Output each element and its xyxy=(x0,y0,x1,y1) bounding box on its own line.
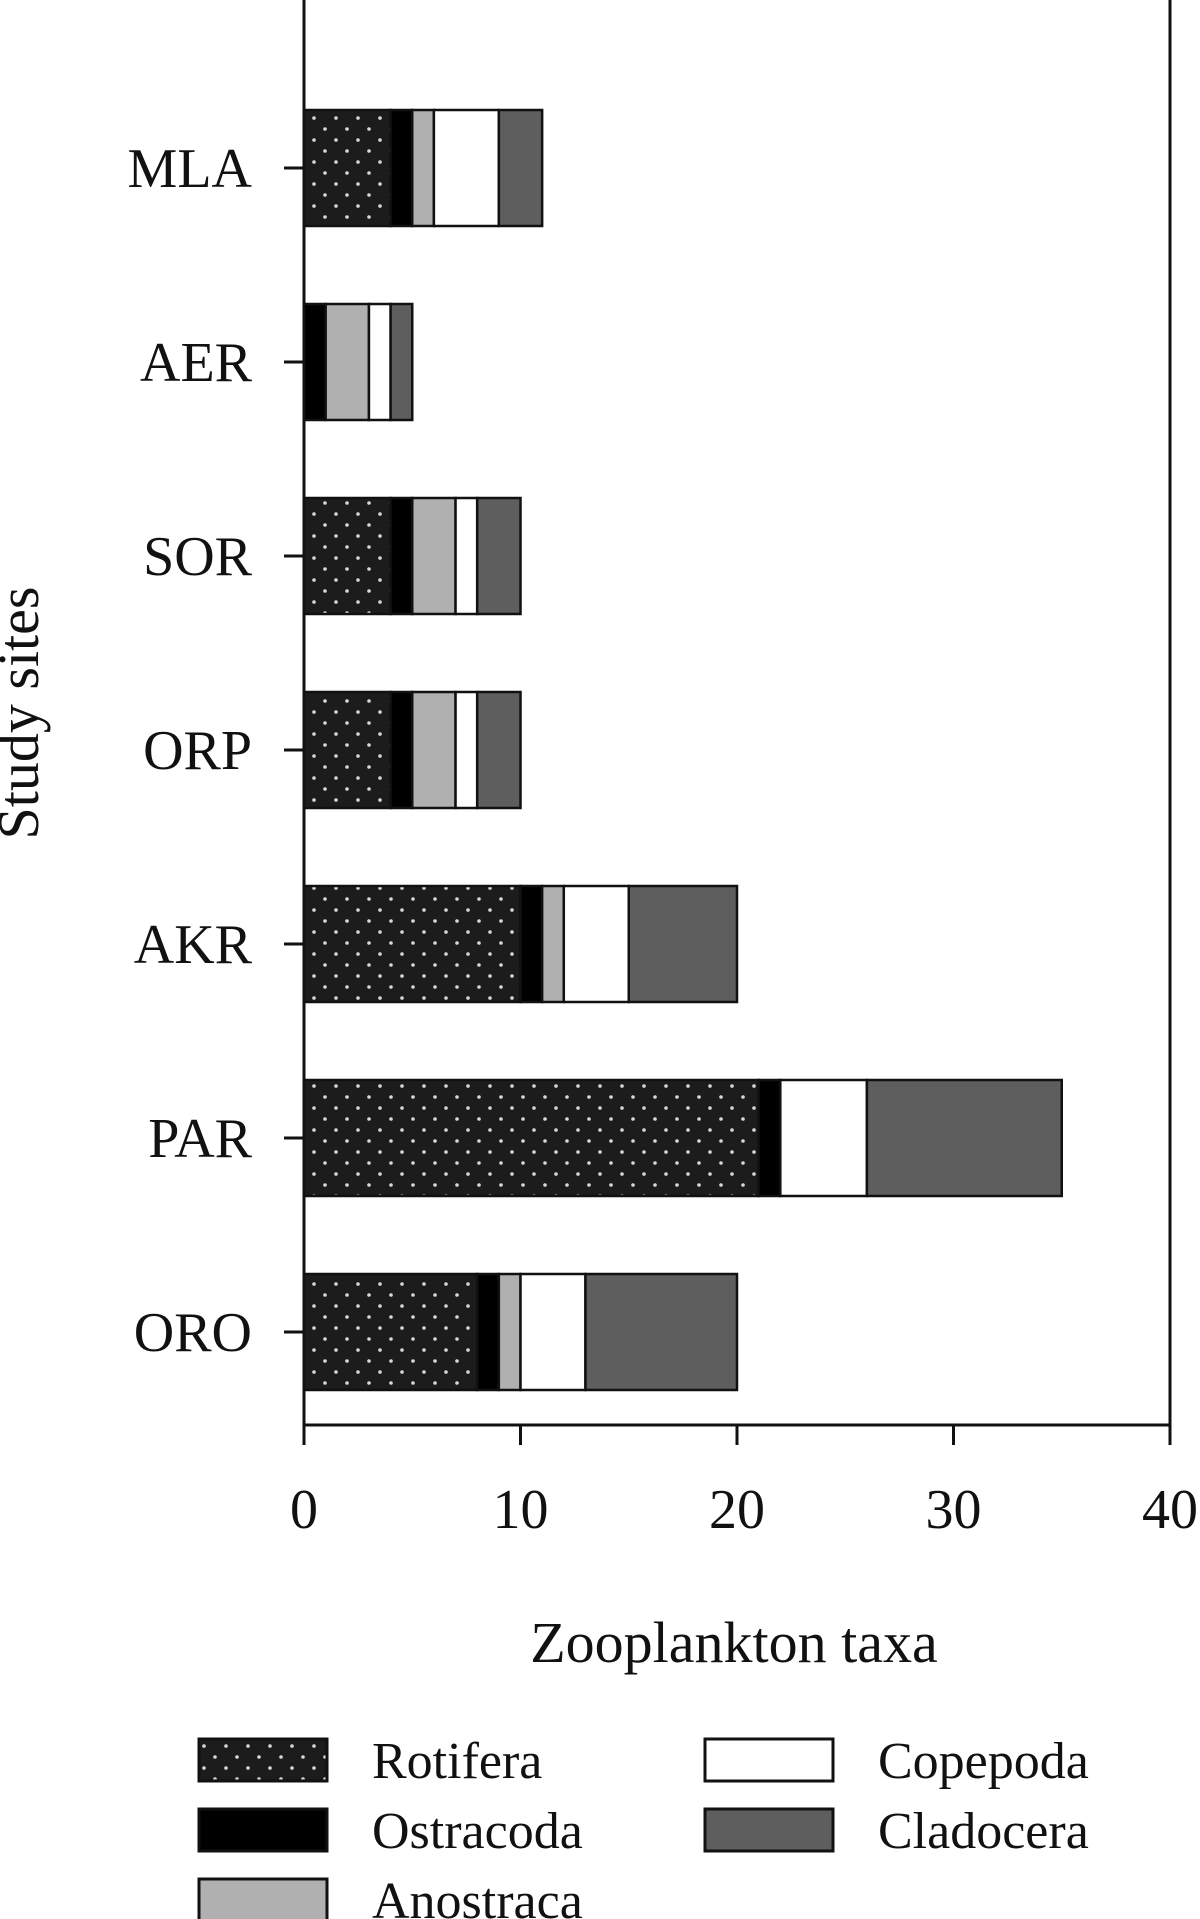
bar-segment-orp-ostracoda xyxy=(389,690,414,810)
x-tick-label-20: 20 xyxy=(709,1479,765,1541)
bar-segment-sor-cladocera xyxy=(475,496,522,616)
bar-segment-mla-copepoda xyxy=(432,108,501,228)
bar-segment-akr-anostraca xyxy=(540,884,566,1004)
bar-segment-mla-ostracoda xyxy=(389,108,414,228)
bars-group xyxy=(302,108,1064,1392)
y-tick-label-par: PAR xyxy=(148,1108,252,1170)
bar-segment-aer-anostraca xyxy=(324,302,371,422)
x-tick-label-0: 0 xyxy=(290,1479,318,1541)
x-tick-label-40: 40 xyxy=(1142,1479,1198,1541)
legend-swatch-copepoda xyxy=(703,1737,835,1783)
x-axis-title: Zooplankton taxa xyxy=(530,1610,938,1675)
bar-segment-orp-cladocera xyxy=(475,690,522,810)
bar-segment-akr-cladocera xyxy=(627,884,739,1004)
legend-swatch-rotifera xyxy=(197,1737,329,1783)
y-tick-label-mla: MLA xyxy=(128,138,253,200)
bar-segment-aer-copepoda xyxy=(367,302,392,422)
legend-swatch-cladocera xyxy=(703,1807,835,1853)
legend-label-cladocera: Cladocera xyxy=(878,1803,1089,1860)
bar-segment-orp-copepoda xyxy=(454,690,479,810)
bar-segment-oro-copepoda xyxy=(519,1272,587,1392)
bar-segment-par-cladocera xyxy=(865,1078,1064,1198)
bar-segment-par-rotifera xyxy=(302,1078,760,1198)
bar-segment-mla-cladocera xyxy=(497,108,544,228)
bar-segment-akr-rotifera xyxy=(302,884,522,1004)
bar-segment-sor-copepoda xyxy=(454,496,479,616)
bar-segment-orp-rotifera xyxy=(302,690,392,810)
legend-swatch-anostraca xyxy=(197,1877,329,1919)
legend-label-rotifera: Rotifera xyxy=(372,1733,542,1790)
y-tick-label-aer: AER xyxy=(140,332,253,394)
bar-segment-aer-cladocera xyxy=(389,302,414,422)
bar-segment-mla-rotifera xyxy=(302,108,392,228)
y-axis-title: Study sites xyxy=(0,587,51,840)
y-tick-label-oro: ORO xyxy=(134,1302,252,1364)
bar-segment-oro-ostracoda xyxy=(475,1272,501,1392)
legend-label-anostraca: Anostraca xyxy=(372,1873,583,1919)
legend-label-copepoda: Copepoda xyxy=(878,1733,1089,1790)
bar-segment-orp-anostraca xyxy=(411,690,457,810)
y-tick-label-sor: SOR xyxy=(143,526,253,588)
bar-segment-sor-ostracoda xyxy=(389,496,414,616)
y-tick-label-orp: ORP xyxy=(143,720,252,782)
bar-segment-sor-anostraca xyxy=(411,496,457,616)
bar-segment-akr-copepoda xyxy=(562,884,630,1004)
x-tick-label-30: 30 xyxy=(926,1479,982,1541)
bar-segment-mla-anostraca xyxy=(411,108,436,228)
bar-segment-oro-cladocera xyxy=(584,1272,739,1392)
bar-segment-aer-ostracoda xyxy=(302,302,327,422)
bar-segment-oro-anostraca xyxy=(497,1272,522,1392)
bar-segment-akr-ostracoda xyxy=(519,884,544,1004)
legend: Rotifera Ostracoda Anostraca Copepoda Cladoc… xyxy=(197,1733,1089,1919)
bar-segment-par-copepoda xyxy=(779,1078,869,1198)
legend-label-ostracoda: Ostracoda xyxy=(372,1803,583,1860)
bar-segment-oro-rotifera xyxy=(302,1272,479,1392)
y-tick-label-akr: AKR xyxy=(134,914,253,976)
x-tick-label-10: 10 xyxy=(493,1479,549,1541)
axes-group: MLA AER SOR ORP AKR PAR ORO 0 10 20 30 40 xyxy=(128,138,1198,1541)
legend-swatch-ostracoda xyxy=(197,1807,329,1853)
bar-segment-par-ostracoda xyxy=(757,1078,782,1198)
bar-segment-sor-rotifera xyxy=(302,496,392,616)
